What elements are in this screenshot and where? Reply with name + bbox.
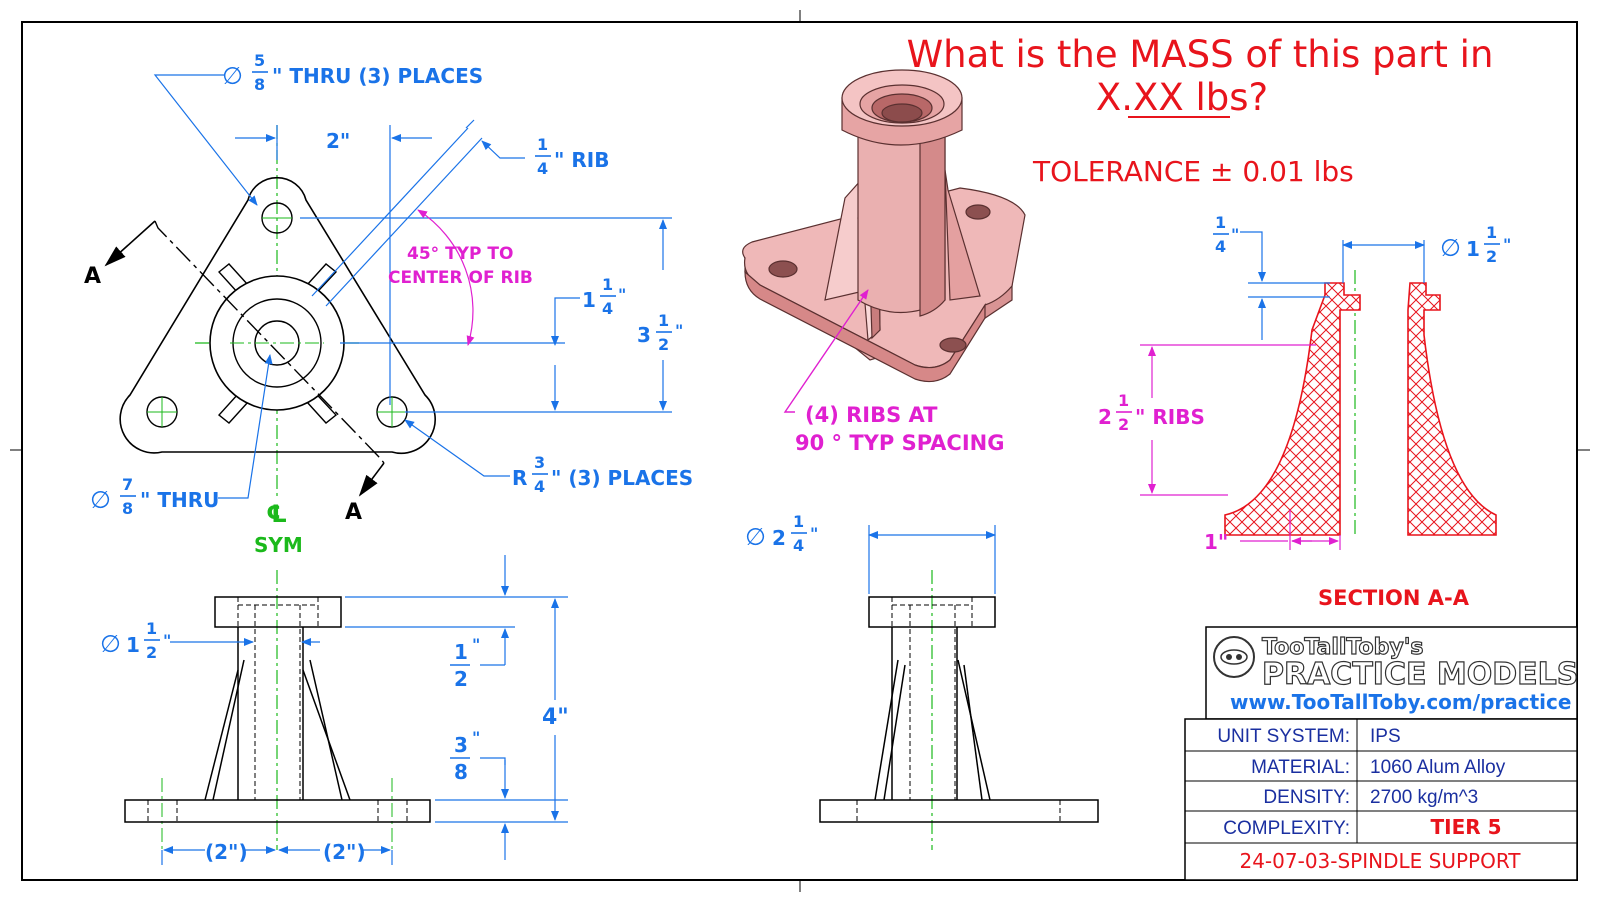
dim-1-1-4-den: 4: [602, 299, 613, 318]
angle-line1: 45° TYP TO: [407, 244, 513, 264]
svg-text:": ": [1231, 225, 1239, 244]
ribs-note-line2: 90 ° TYP SPACING: [795, 431, 1004, 455]
front-dia-whole: 1: [126, 633, 140, 657]
brand-line2: PRACTICE MODELS: [1262, 657, 1578, 692]
rib-text: " RIB: [554, 148, 609, 172]
front-dim-2-right: (2"): [323, 840, 366, 864]
iso-view: [742, 69, 1026, 383]
top-view: A A: [84, 51, 693, 557]
hole-7-8-text: " THRU: [140, 488, 219, 512]
tb-val-complexity: TIER 5: [1430, 815, 1501, 839]
question-line1: What is the MASS of this part in: [907, 33, 1494, 76]
radius-prefix: R: [512, 466, 527, 490]
sec-dia-num: 1: [1486, 223, 1497, 242]
section-mark-a-top: A: [84, 264, 101, 289]
tb-val-unit: IPS: [1370, 726, 1401, 747]
front-dia-num: 1: [146, 619, 157, 638]
dim-3-1-2-den: 2: [658, 335, 669, 354]
radius-den: 4: [534, 477, 545, 496]
dim-3-1-2-whole: 3: [637, 323, 651, 347]
part-name: 24-07-03-SPINDLE SUPPORT: [1239, 849, 1521, 873]
front-view: ∅ 1 1 2 " 1 2 " 3 8 " 4" (2") (2"): [100, 555, 569, 865]
sec-ribs-text: " RIBS: [1135, 405, 1205, 429]
brand-url: www.TooTallToby.com/practice: [1230, 690, 1571, 714]
dim-1-1-4-num: 1: [602, 275, 613, 294]
radius-text: " (3) PLACES: [551, 466, 693, 490]
section-view: 1 4 " ∅ 1 1 2 " 2 1 2 " RIBS 1" SECTION …: [1098, 213, 1511, 610]
front-38-den: 8: [454, 760, 468, 784]
sec-ribs-whole: 2: [1098, 405, 1112, 429]
front-dia-den: 2: [146, 643, 157, 662]
sec-ribs-den: 2: [1118, 415, 1129, 434]
svg-text:": ": [618, 285, 626, 304]
tb-label-complexity: COMPLEXITY:: [1223, 818, 1350, 839]
question-line2: X.XX lbs?: [1096, 76, 1268, 119]
svg-text:∅: ∅: [90, 486, 111, 514]
logo-icon: [1213, 636, 1255, 678]
front-half-num: 1: [454, 640, 468, 664]
hole-5-8-text: " THRU (3) PLACES: [272, 64, 483, 88]
hole-7-8-num: 7: [122, 475, 133, 494]
side-dia-whole: 2: [772, 526, 786, 550]
side-dia-num: 1: [793, 512, 804, 531]
sec-1-4-num: 1: [1215, 213, 1226, 232]
svg-text:": ": [472, 635, 480, 654]
svg-text:": ": [472, 728, 480, 747]
svg-text:∅: ∅: [1440, 234, 1461, 262]
svg-text:": ": [163, 631, 171, 650]
tb-val-density: 2700 kg/m^3: [1370, 787, 1478, 808]
side-dia-den: 4: [793, 536, 804, 555]
ribs-note-line1: (4) RIBS AT: [805, 403, 938, 427]
rib-den: 4: [537, 159, 548, 178]
hole-5-8-den: 8: [254, 75, 265, 94]
sec-dia-whole: 1: [1466, 237, 1480, 261]
dim-3-1-2-num: 1: [658, 311, 669, 330]
title-block: TooTallToby's PRACTICE MODELS www.TooTal…: [1184, 626, 1579, 881]
svg-text:": ": [810, 524, 818, 543]
svg-text:": ": [1503, 235, 1511, 254]
centerline-symbol: ℄: [266, 500, 288, 528]
tolerance-text: TOLERANCE ± 0.01 lbs: [1032, 155, 1354, 188]
sym-label: SYM: [254, 533, 303, 557]
section-mark-a-bottom: A: [345, 500, 362, 525]
front-38-num: 3: [454, 733, 468, 757]
sec-dia-den: 2: [1486, 247, 1497, 266]
side-view: ∅ 2 1 4 ": [745, 512, 1099, 850]
hole-5-8-num: 5: [254, 51, 265, 70]
sec-ribs-num: 1: [1118, 391, 1129, 410]
rib-num: 1: [537, 135, 548, 154]
section-title: SECTION A-A: [1318, 586, 1470, 610]
tb-label-unit: UNIT SYSTEM:: [1217, 726, 1350, 747]
dim-2-top: 2": [326, 129, 350, 153]
brand-line1: TooTallToby's: [1262, 635, 1424, 660]
radius-num: 3: [534, 453, 545, 472]
front-half-den: 2: [454, 667, 468, 691]
tb-label-material: MATERIAL:: [1251, 757, 1350, 778]
sec-dim-1: 1": [1204, 530, 1228, 554]
svg-text:∅: ∅: [100, 630, 121, 658]
sec-1-4-den: 4: [1215, 237, 1226, 256]
svg-text:": ": [675, 321, 683, 340]
tb-val-material: 1060 Alum Alloy: [1370, 757, 1506, 778]
hole-7-8-den: 8: [122, 499, 133, 518]
svg-text:∅: ∅: [745, 523, 766, 551]
svg-text:∅: ∅: [222, 62, 243, 90]
dim-1-1-4-whole: 1: [582, 288, 596, 312]
front-dim-2-left: (2"): [205, 840, 248, 864]
front-dim-4: 4": [542, 705, 569, 730]
angle-line2: CENTER OF RIB: [388, 268, 533, 288]
tb-label-density: DENSITY:: [1263, 787, 1350, 808]
